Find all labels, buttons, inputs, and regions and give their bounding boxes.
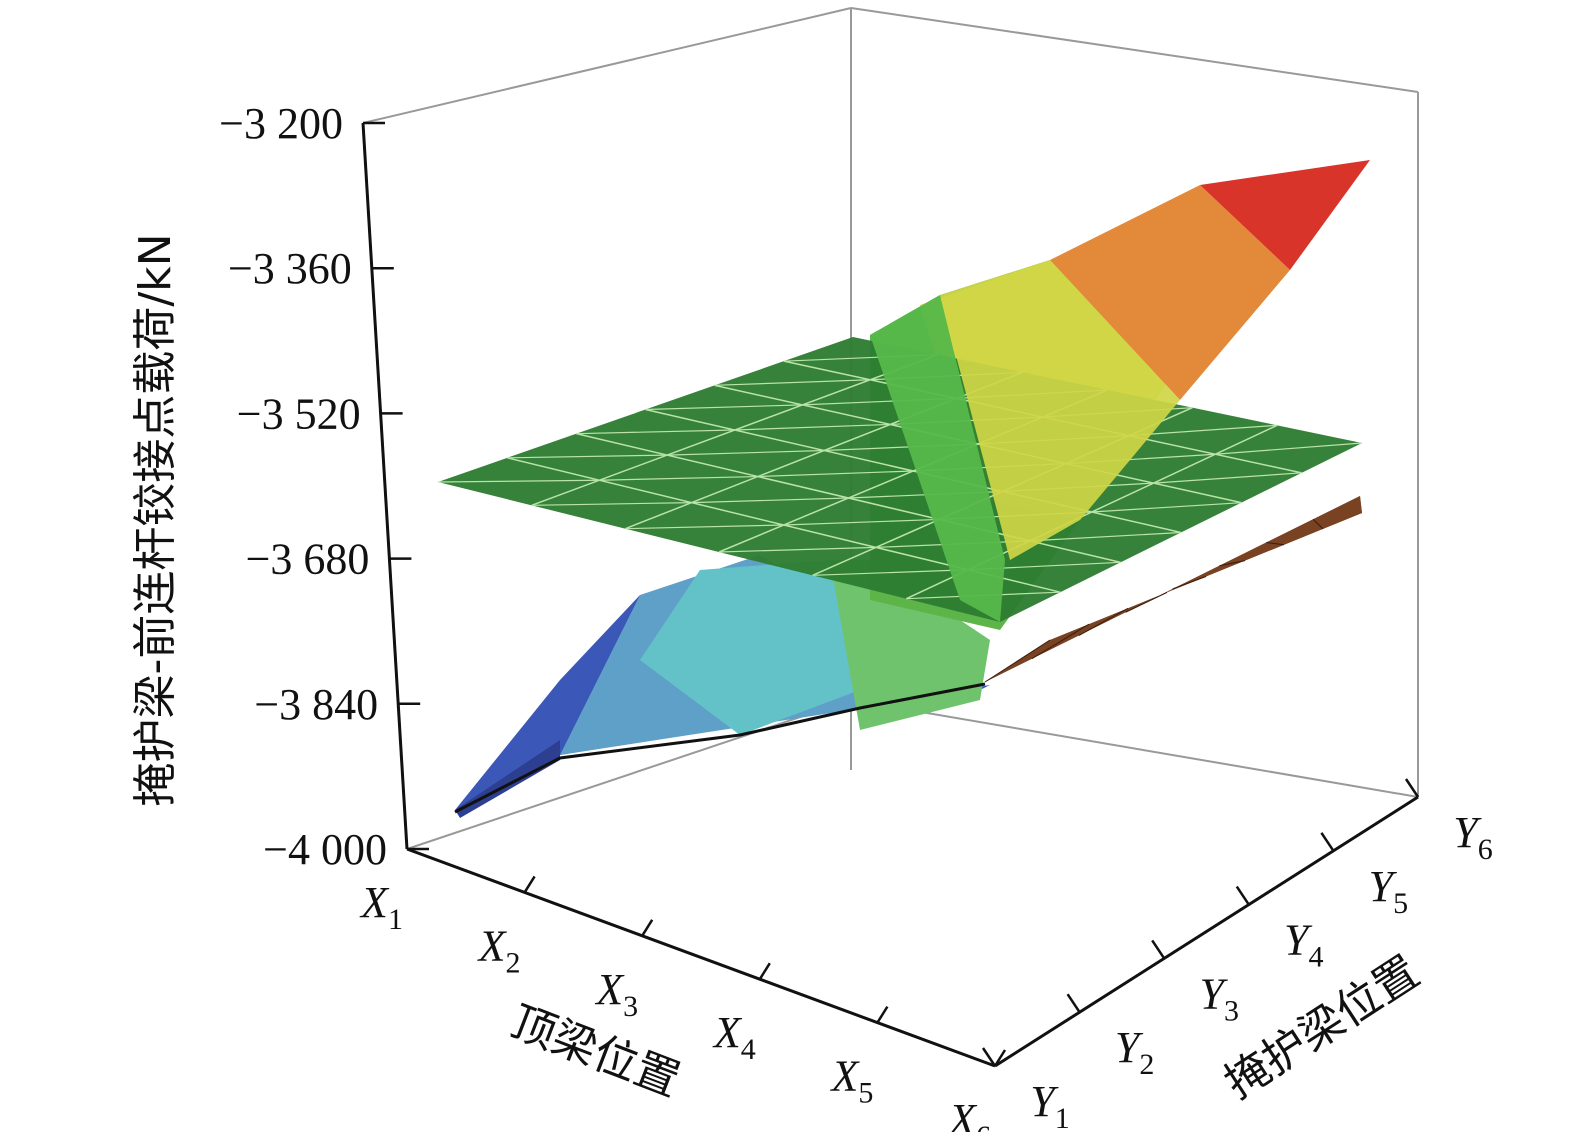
green-plane-diagonal bbox=[625, 524, 784, 530]
green-plane-diagonal bbox=[576, 429, 735, 435]
surface-band-yellow-front bbox=[940, 260, 1180, 560]
green-plane-diagonal bbox=[718, 546, 876, 553]
y-tick-mark bbox=[1151, 939, 1166, 960]
back-floor-left-edge bbox=[406, 699, 852, 850]
z-tick-label: −4 000 bbox=[263, 825, 387, 874]
z-axis-label: 掩护梁-前连杆铰接点载荷/kN bbox=[130, 233, 181, 806]
surface-band-green-front bbox=[870, 295, 1005, 622]
brown-plane-grid bbox=[984, 639, 1051, 683]
intersection-line bbox=[454, 682, 986, 814]
x-tick-mark bbox=[876, 1005, 889, 1024]
green-plane-diagonal bbox=[1215, 442, 1363, 455]
green-plane-diagonal bbox=[667, 449, 825, 456]
x-tick-label: X3 bbox=[594, 965, 638, 1023]
green-plane-diagonal bbox=[507, 454, 668, 459]
y-tick-label: Y5 bbox=[1369, 862, 1408, 920]
z-tick-label: −3 200 bbox=[219, 99, 343, 148]
x-tick-label: X5 bbox=[829, 1052, 873, 1110]
y-tick-label: Y4 bbox=[1284, 916, 1323, 974]
x-tick-mark bbox=[523, 875, 536, 894]
green-plane-diagonal bbox=[734, 423, 891, 431]
brown-plane-grid bbox=[1031, 623, 1090, 660]
green-plane-diagonal bbox=[531, 502, 692, 506]
z-tick-label: −3 840 bbox=[254, 680, 378, 729]
surface-band-red bbox=[1200, 160, 1370, 270]
green-plane-diagonal bbox=[812, 569, 969, 576]
y-tick-mark bbox=[1320, 832, 1335, 852]
x-axis-label: 顶梁位置 bbox=[504, 996, 687, 1107]
x-tick-label: X1 bbox=[359, 878, 403, 936]
y-tick-mark bbox=[981, 1047, 997, 1067]
surface-band-lightgreen bbox=[830, 560, 990, 730]
x-tick-mark bbox=[758, 962, 771, 980]
y-tick-mark bbox=[1404, 778, 1420, 798]
x-tick-label: X2 bbox=[477, 921, 521, 979]
y-axis-line bbox=[994, 795, 1419, 1068]
green-plane-diagonal bbox=[1153, 472, 1302, 484]
green-plane-diagonal bbox=[1029, 531, 1182, 542]
y-tick-label: Y1 bbox=[1030, 1077, 1069, 1132]
green-plane-diagonal bbox=[783, 518, 940, 526]
y-tick-label: Y6 bbox=[1453, 808, 1492, 866]
green-plane-diagonal bbox=[1091, 502, 1242, 513]
axes-lines bbox=[361, 122, 1419, 1068]
brown-plane-grid bbox=[1266, 542, 1285, 546]
back-top-left-edge bbox=[362, 7, 852, 124]
x-tick-mark bbox=[641, 919, 654, 937]
y-ticks: Y1 Y2 Y3 Y4 Y5 Y6 bbox=[981, 778, 1493, 1132]
x-ticks: X1 X2 X3 X4 X5 X6 bbox=[359, 875, 1007, 1132]
green-plane-diagonal bbox=[1129, 424, 1278, 437]
brown-plane-grid bbox=[1219, 560, 1246, 567]
brown-plane-grid bbox=[1078, 607, 1129, 636]
z-axis-line bbox=[361, 122, 409, 850]
back-floor-right-edge bbox=[850, 699, 1419, 798]
y-tick-label: Y2 bbox=[1115, 1023, 1154, 1081]
green-plane-diagonal bbox=[599, 475, 758, 481]
green-plane-diagonal bbox=[714, 379, 871, 386]
brown-plane-grid bbox=[1172, 576, 1207, 590]
green-plane-diagonal bbox=[691, 497, 849, 504]
green-plane-diagonal bbox=[757, 470, 914, 478]
x-axis-line bbox=[406, 847, 996, 1068]
y-tick-label: Y3 bbox=[1199, 969, 1238, 1027]
x-tick-label: X6 bbox=[947, 1095, 991, 1132]
z-tick-label: −3 680 bbox=[246, 535, 370, 584]
surface-band-orange bbox=[1050, 185, 1290, 400]
x-tick-label: X4 bbox=[712, 1008, 756, 1066]
green-plane-diagonal bbox=[437, 479, 600, 483]
x-tick-mark bbox=[993, 1049, 1007, 1067]
z-ticks: −3 200 −3 360 −3 520 −3 680 −3 840 −4 000 bbox=[219, 99, 429, 874]
y-tick-mark bbox=[1235, 885, 1250, 906]
back-top-right-edge bbox=[850, 7, 1419, 93]
y-tick-mark bbox=[1066, 993, 1081, 1013]
z-tick-label: −3 360 bbox=[228, 244, 352, 293]
brown-plane-grid bbox=[1312, 518, 1324, 530]
brown-plane-grid bbox=[1125, 591, 1168, 613]
z-tick-label: −3 520 bbox=[237, 389, 361, 438]
green-plane-diagonal bbox=[645, 404, 803, 411]
surface-band-cyan bbox=[640, 560, 860, 735]
surfaces-layer bbox=[437, 160, 1370, 818]
